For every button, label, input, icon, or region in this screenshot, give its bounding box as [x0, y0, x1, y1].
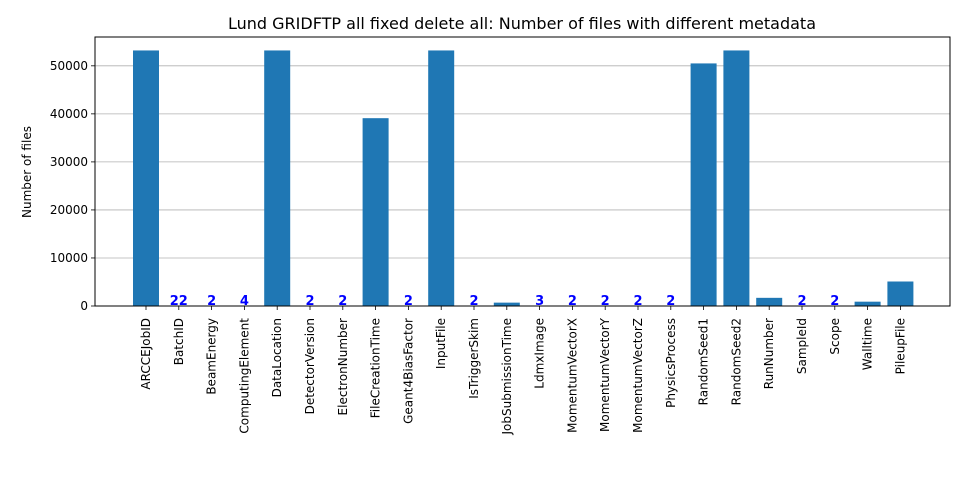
bar-FileCreationTime: [363, 118, 389, 306]
x-tick-label-RunNumber: RunNumber: [762, 318, 776, 389]
x-tick-label-FileCreationTime: FileCreationTime: [369, 318, 383, 418]
x-tick-label-RandomSeed2: RandomSeed2: [729, 318, 743, 405]
x-tick-label-MomentumVectorZ: MomentumVectorZ: [631, 318, 645, 433]
y-tick-label-5: 50000: [50, 59, 88, 73]
bar-JobSubmissionTime: [494, 303, 520, 306]
bar-RandomSeed1: [691, 63, 717, 306]
x-tick-label-MomentumVectorX: MomentumVectorX: [565, 318, 579, 433]
gridlines: [95, 66, 950, 306]
y-tick-label-0: 0: [80, 299, 88, 313]
bar-RandomSeed2: [723, 50, 749, 306]
x-tick-label-Scope: Scope: [828, 318, 842, 355]
x-tick-label-MomentumVectorY: MomentumVectorY: [598, 317, 612, 432]
x-tick-label-Geant4BiasFactor: Geant4BiasFactor: [401, 318, 415, 424]
x-tick-label-ElectronNumber: ElectronNumber: [336, 318, 350, 415]
x-tick-label-BatchID: BatchID: [172, 318, 186, 365]
x-tick-label-BeamEnergy: BeamEnergy: [205, 318, 219, 395]
bar-DataLocation: [264, 50, 290, 306]
y-tick-label-2: 20000: [50, 203, 88, 217]
x-tick-label-DetectorVersion: DetectorVersion: [303, 318, 317, 414]
chart-title: Lund GRIDFTP all fixed delete all: Numbe…: [228, 14, 816, 33]
bar-PileupFile: [887, 282, 913, 306]
x-tick-label-LdmxImage: LdmxImage: [533, 318, 547, 389]
x-tick-label-PileupFile: PileupFile: [893, 318, 907, 374]
bars: [133, 50, 913, 306]
y-axis-ticks: 0 10000 20000 30000 40000 50000: [50, 59, 95, 313]
bar-ARCCEJobID: [133, 50, 159, 306]
bar-Walltime: [855, 302, 881, 306]
x-tick-label-InputFile: InputFile: [434, 318, 448, 369]
x-tick-label-JobSubmissionTime: JobSubmissionTime: [500, 318, 514, 436]
x-tick-label-RandomSeed1: RandomSeed1: [697, 318, 711, 405]
plot-frame: [95, 37, 950, 306]
y-axis-label: Number of files: [20, 126, 34, 218]
x-tick-label-SampleId: SampleId: [795, 318, 809, 374]
x-tick-label-ARCCEJobID: ARCCEJobID: [139, 318, 153, 390]
bar-InputFile: [428, 50, 454, 306]
y-tick-label-4: 40000: [50, 107, 88, 121]
y-tick-label-1: 10000: [50, 251, 88, 265]
x-tick-label-DataLocation: DataLocation: [270, 318, 284, 397]
y-tick-label-3: 30000: [50, 155, 88, 169]
x-tick-label-Walltime: Walltime: [861, 318, 875, 370]
x-axis-ticks: ARCCEJobID BatchID BeamEnergy ComputingElem…: [139, 306, 907, 436]
x-tick-label-IsTriggerSkim: IsTriggerSkim: [467, 318, 481, 399]
bar-RunNumber: [756, 298, 782, 306]
x-tick-label-PhysicsProcess: PhysicsProcess: [664, 318, 678, 408]
x-tick-label-ComputingElement: ComputingElement: [237, 318, 251, 434]
